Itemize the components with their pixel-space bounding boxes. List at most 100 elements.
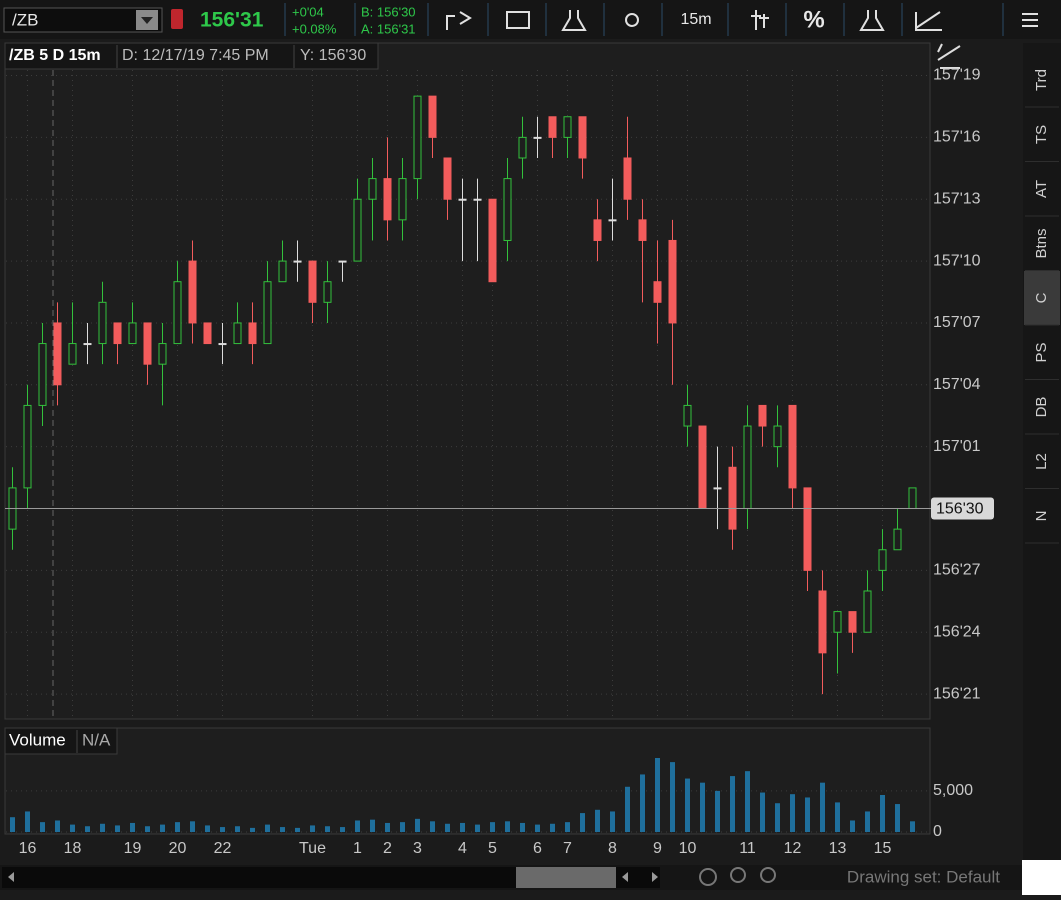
alert-icon[interactable] — [171, 9, 183, 29]
candle-body — [758, 404, 767, 427]
x-tick-label: 15 — [874, 840, 892, 857]
side-tab[interactable]: PS — [1033, 342, 1050, 362]
side-tab[interactable]: Trd — [1033, 69, 1050, 91]
candle-body — [563, 116, 572, 138]
candle-body — [293, 260, 302, 263]
x-tick-label: 16 — [19, 840, 37, 857]
candle-body — [518, 136, 527, 159]
candle-body — [818, 590, 827, 654]
candle-body — [893, 528, 902, 551]
candle-body — [728, 466, 737, 530]
volume-bar — [550, 823, 555, 832]
candle-body — [218, 343, 227, 346]
side-tab[interactable]: AT — [1033, 180, 1050, 198]
scroll-track[interactable] — [2, 867, 660, 888]
cursor-date: D: 12/17/19 7:45 PM — [122, 47, 269, 64]
candle-body — [278, 260, 287, 283]
candle-body — [38, 343, 47, 406]
volume-bar — [535, 824, 540, 832]
x-tick-label: 22 — [214, 840, 232, 857]
volume-bar — [100, 823, 105, 832]
candle-body — [578, 116, 587, 159]
volume-bar — [205, 825, 210, 832]
chart-title: /ZB 5 D 15m — [9, 47, 101, 64]
candle-body — [383, 178, 392, 221]
candle-body — [353, 198, 362, 262]
side-tab[interactable]: DB — [1033, 397, 1050, 418]
x-tick-label: 4 — [458, 840, 467, 857]
candle-body — [848, 611, 857, 633]
y-tick-label: 157'13 — [933, 190, 981, 207]
chart-header — [4, 42, 379, 70]
dividers — [427, 3, 1004, 36]
side-tab[interactable]: C — [1033, 292, 1050, 303]
side-tab[interactable]: TS — [1033, 125, 1050, 144]
volume-bar — [115, 825, 120, 832]
side-tab[interactable]: L2 — [1033, 453, 1050, 470]
toolbar-icons[interactable] — [446, 10, 1038, 31]
candle-body — [683, 404, 692, 427]
candle-body — [473, 198, 482, 201]
candle-body — [263, 281, 272, 345]
candle-body — [128, 322, 137, 345]
side-tab[interactable]: N — [1033, 511, 1050, 522]
volume-bar — [760, 792, 765, 832]
last-price: 156'31 — [200, 9, 264, 32]
volume-bar — [910, 821, 915, 832]
symbol-box[interactable] — [3, 7, 163, 33]
volume-bar — [610, 811, 615, 832]
candle-body — [233, 322, 242, 345]
price-tag-label: 156'30 — [936, 501, 984, 518]
volume-bar — [805, 797, 810, 832]
volume-value: N/A — [82, 730, 111, 749]
candle-body — [488, 198, 497, 283]
y-tick-label: 156'24 — [933, 623, 981, 640]
x-tick-label: 1 — [353, 840, 362, 857]
y-tick-label: 156'27 — [933, 562, 981, 579]
volume-bar — [340, 827, 345, 832]
y-tick-label: 157'16 — [933, 129, 981, 146]
volume-bar — [655, 758, 660, 832]
volume-bar — [580, 813, 585, 832]
volume-bar — [835, 802, 840, 832]
volume-bar — [895, 804, 900, 832]
y-tick-label: 157'04 — [933, 376, 981, 393]
drawing-icon[interactable] — [937, 43, 961, 69]
scroll-thumb[interactable] — [516, 867, 616, 888]
tab-active — [1024, 271, 1060, 325]
volume-bar — [460, 822, 465, 832]
volume-bar — [625, 786, 630, 832]
x-tick-label: 11 — [739, 840, 756, 857]
candle-body — [608, 219, 617, 222]
x-tick-label: Tue — [299, 840, 326, 857]
zoom-icons[interactable] — [699, 867, 776, 886]
candle-body — [773, 425, 782, 448]
corner — [1022, 860, 1061, 895]
x-tick-label: 12 — [784, 840, 802, 857]
y-tick-label: 5,000 — [933, 782, 973, 799]
volume-bar — [700, 782, 705, 832]
volume-bar — [130, 822, 135, 832]
candle-body — [548, 116, 557, 138]
volume-bar — [235, 826, 240, 832]
volume-bar — [325, 826, 330, 832]
candle-body — [638, 219, 647, 241]
timeframe[interactable]: 15m — [680, 11, 711, 28]
volume-bar — [85, 826, 90, 832]
candle-body — [248, 322, 257, 345]
candle-body — [83, 343, 92, 346]
candle-body — [908, 487, 917, 510]
y-tick-label: 157'19 — [933, 67, 981, 84]
drawing-set[interactable]: Drawing set: Default — [847, 867, 1000, 886]
x-tick-label: 6 — [533, 840, 542, 857]
x-tick-label: 9 — [653, 840, 662, 857]
x-tick-label: 10 — [679, 840, 697, 857]
price-tag — [931, 497, 994, 520]
side-tab[interactable]: Btns — [1033, 228, 1050, 258]
candle-body — [458, 198, 467, 201]
x-tick-label: 2 — [383, 840, 392, 857]
x-tick-label: 18 — [64, 840, 82, 857]
candle-body — [23, 404, 32, 489]
percent-button[interactable]: % — [803, 6, 824, 33]
